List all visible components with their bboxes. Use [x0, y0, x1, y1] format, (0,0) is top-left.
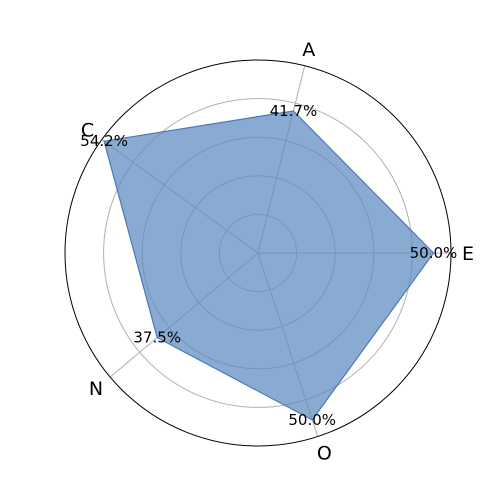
category-label-c: C [81, 120, 94, 142]
data-area [103, 110, 435, 421]
category-label-a: A [302, 39, 315, 61]
category-label-o: O [317, 443, 332, 465]
value-label-n: 37.5% [133, 329, 181, 347]
value-label-e: 50.0% [410, 244, 458, 262]
data-point-n [156, 337, 158, 339]
data-point-c [103, 140, 105, 142]
value-label-c: 54.2% [80, 132, 128, 150]
outer-frame [64, 59, 452, 447]
data-point-e [432, 252, 434, 254]
category-label-e: E [462, 243, 474, 265]
value-label-o: 50.0% [288, 411, 336, 429]
value-label-a: 41.7% [270, 102, 318, 120]
category-label-n: N [89, 378, 103, 400]
data-point-a [292, 110, 294, 112]
data-point-o [311, 419, 313, 421]
